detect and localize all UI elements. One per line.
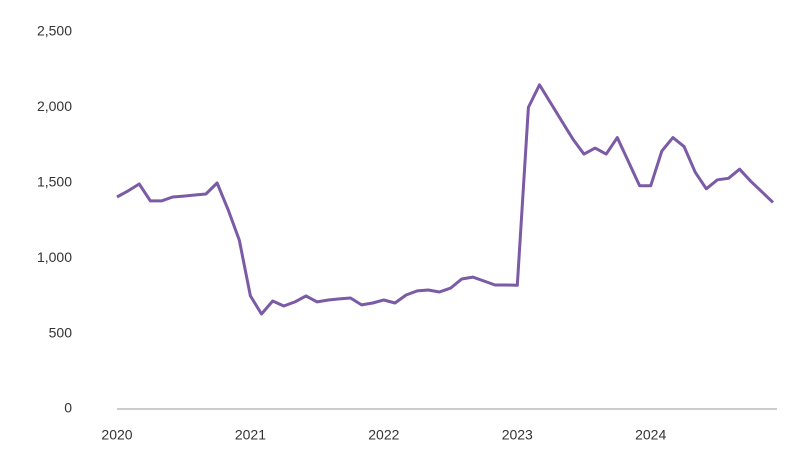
x-tick-label: 2021 — [235, 427, 266, 443]
y-tick-label: 2,000 — [37, 98, 72, 114]
x-tick-label: 2024 — [635, 427, 666, 443]
line-series — [116, 83, 775, 316]
y-tick-label: 0 — [64, 400, 72, 416]
y-tick-label: 1,500 — [37, 174, 72, 190]
y-tick-label: 2,500 — [37, 23, 72, 39]
x-tick-label: 2022 — [368, 427, 399, 443]
x-tick-label: 2023 — [502, 427, 533, 443]
y-tick-label: 500 — [49, 324, 73, 340]
y-tick-label: 1,000 — [37, 249, 72, 265]
x-tick-label: 2020 — [101, 427, 132, 443]
